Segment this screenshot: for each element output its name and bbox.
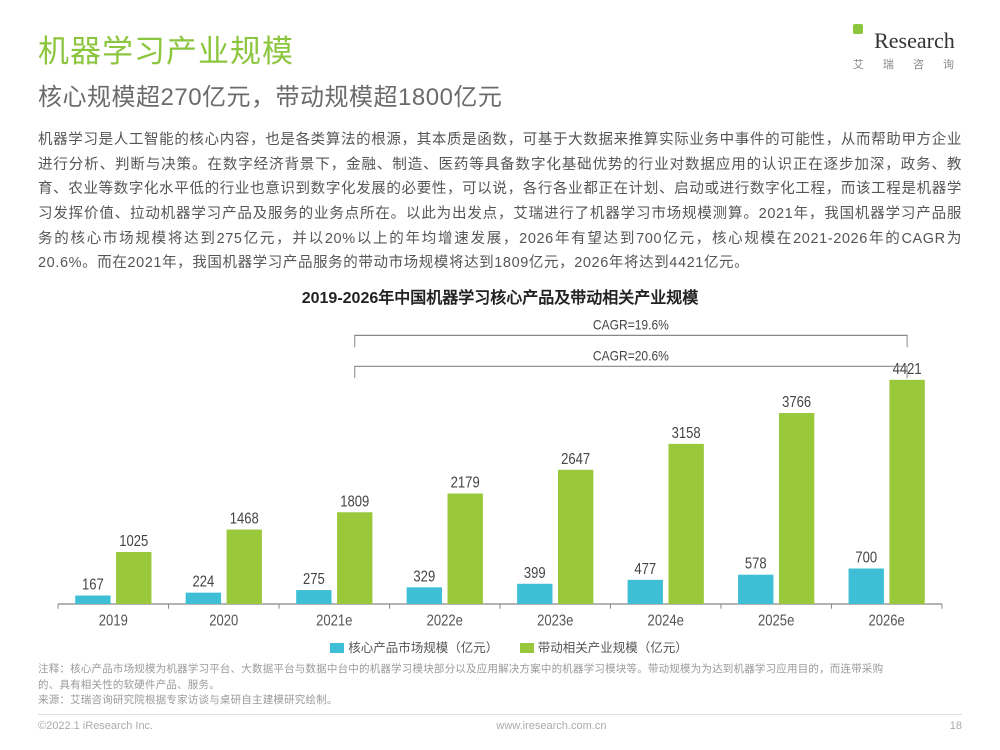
footnote: 注释：核心产品市场规模为机器学习平台、大数据平台与数据中台中的机器学习模块部分以…	[38, 662, 962, 709]
value-label-core: 275	[303, 571, 325, 588]
category-label: 2026e	[869, 612, 905, 629]
bar-core	[517, 584, 552, 604]
legend-label-related: 带动相关产业规模（亿元）	[538, 641, 688, 655]
cagr-bracket	[355, 335, 907, 347]
value-label-related: 1025	[119, 533, 148, 550]
bar-core	[738, 575, 773, 604]
category-label: 2020	[209, 612, 238, 629]
value-label-related: 3158	[672, 425, 701, 442]
bar-related	[448, 493, 483, 603]
footnote-source: 来源：艾瑞咨询研究院根据专家访谈与桌研自主建模研究绘制。	[38, 694, 338, 706]
copyright: ©2022.1 iResearch Inc.	[38, 720, 153, 732]
page-number: 18	[950, 720, 962, 732]
bar-related	[779, 413, 814, 604]
value-label-related: 3766	[782, 394, 811, 411]
bar-related	[668, 444, 703, 604]
site-url: www.iresearch.com.cn	[496, 720, 606, 732]
logo-dot-icon	[853, 24, 863, 34]
value-label-related: 1468	[230, 510, 259, 527]
logo-cn: 艾 瑞 咨 询	[853, 56, 962, 72]
body-paragraph: 机器学习是人工智能的核心内容，也是各类算法的根源，其本质是函数，可基于大数据来推…	[38, 128, 962, 276]
page-subtitle: 核心规模超270亿元，带动规模超1800亿元	[38, 77, 853, 112]
value-label-core: 477	[634, 561, 656, 578]
bar-core	[407, 587, 442, 604]
legend-label-core: 核心产品市场规模（亿元）	[348, 641, 498, 655]
legend-swatch-core	[330, 643, 344, 653]
chart-title: 2019-2026年中国机器学习核心产品及带动相关产业规模	[38, 284, 962, 308]
bar-related	[337, 512, 372, 604]
bar-core	[75, 595, 110, 603]
value-label-core: 329	[413, 568, 435, 585]
chart-legend: 核心产品市场规模（亿元） 带动相关产业规模（亿元）	[38, 637, 962, 656]
page-title: 机器学习产业规模	[38, 26, 853, 71]
value-label-core: 167	[82, 576, 104, 593]
page-footer: ©2022.1 iResearch Inc. www.iresearch.com…	[38, 714, 962, 732]
value-label-related: 2179	[451, 474, 480, 491]
cagr-label: CAGR=19.6%	[593, 316, 669, 332]
category-label: 2025e	[758, 612, 794, 629]
bar-related	[558, 470, 593, 604]
category-label: 2022e	[427, 612, 463, 629]
iresearch-logo: Research 艾 瑞 咨 询	[853, 26, 962, 72]
category-label: 2019	[99, 612, 128, 629]
bar-core	[628, 580, 663, 604]
bar-related	[116, 552, 151, 604]
bar-related	[889, 380, 924, 604]
logo-text: Research	[874, 28, 955, 53]
bar-core	[296, 590, 331, 604]
footnote-line2: 的、具有相关性的软硬件产品、服务。	[38, 679, 220, 691]
value-label-related: 2647	[561, 451, 590, 468]
value-label-core: 700	[855, 549, 877, 566]
value-label-related: 1809	[340, 493, 369, 510]
bar-chart: 167 1025 2019 224 1468 2020 275 1809 2021e 329 217…	[38, 314, 962, 635]
footnote-line1: 注释：核心产品市场规模为机器学习平台、大数据平台与数据中台中的机器学习模块部分以…	[38, 663, 883, 675]
bar-related	[227, 529, 262, 603]
value-label-core: 399	[524, 565, 546, 582]
category-label: 2023e	[537, 612, 573, 629]
category-label: 2024e	[648, 612, 684, 629]
cagr-label: CAGR=20.6%	[593, 347, 669, 363]
bar-core	[849, 568, 884, 603]
bar-core	[186, 592, 221, 603]
legend-swatch-related	[520, 643, 534, 653]
value-label-core: 578	[745, 556, 767, 573]
category-label: 2021e	[316, 612, 352, 629]
value-label-core: 224	[192, 574, 214, 591]
cagr-bracket	[355, 366, 907, 378]
